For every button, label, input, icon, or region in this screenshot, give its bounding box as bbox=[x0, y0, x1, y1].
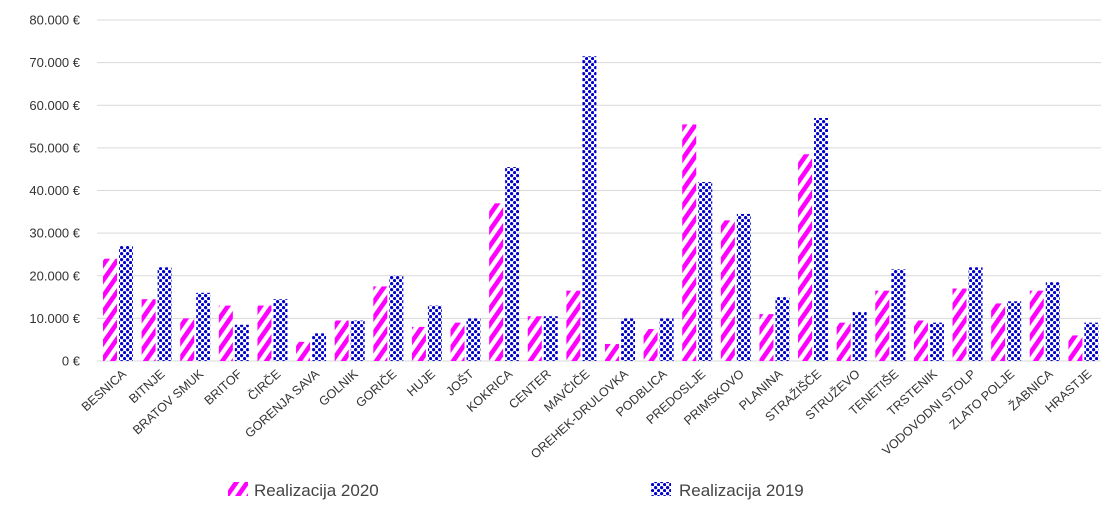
y-tick-label: 10.000 € bbox=[29, 311, 80, 326]
bar bbox=[566, 290, 581, 361]
bar bbox=[196, 292, 211, 361]
bar bbox=[798, 154, 813, 361]
y-tick-label: 70.000 € bbox=[29, 55, 80, 70]
bar bbox=[1029, 290, 1044, 361]
y-tick-label: 60.000 € bbox=[29, 98, 80, 113]
bar bbox=[312, 333, 327, 361]
x-tick-label: JOŠT bbox=[443, 366, 477, 399]
bar bbox=[450, 322, 465, 361]
bar bbox=[180, 318, 195, 361]
y-tick-label: 30.000 € bbox=[29, 226, 80, 241]
bar bbox=[875, 290, 890, 361]
legend: Realizacija 2020 Realizacija 2019 bbox=[228, 481, 804, 500]
bar bbox=[643, 329, 658, 361]
bar bbox=[141, 299, 156, 361]
y-tick-label: 40.000 € bbox=[29, 183, 80, 198]
bar bbox=[913, 320, 928, 361]
bar bbox=[489, 203, 504, 361]
bar bbox=[682, 124, 697, 362]
bar bbox=[852, 311, 867, 361]
bar bbox=[720, 220, 735, 361]
bar bbox=[389, 275, 404, 361]
bar bbox=[1045, 282, 1060, 361]
bar bbox=[759, 314, 774, 361]
bar bbox=[1068, 335, 1083, 361]
bar bbox=[952, 288, 967, 361]
bar bbox=[836, 322, 851, 361]
bar bbox=[1007, 301, 1022, 361]
x-tick-label: BRATOV SMUK bbox=[130, 366, 207, 437]
bar bbox=[157, 267, 172, 361]
bar bbox=[1084, 322, 1099, 361]
bar bbox=[373, 286, 388, 361]
bar bbox=[929, 322, 944, 361]
bar bbox=[218, 305, 233, 361]
bar bbox=[543, 316, 558, 361]
legend-label: Realizacija 2020 bbox=[254, 481, 379, 500]
bar bbox=[659, 318, 674, 361]
bar bbox=[427, 305, 442, 361]
bar bbox=[234, 324, 249, 361]
gridlines bbox=[97, 19, 1101, 362]
bar bbox=[991, 303, 1006, 361]
legend-label: Realizacija 2019 bbox=[679, 481, 804, 500]
x-tick-label: BESNICA bbox=[79, 366, 130, 414]
bar bbox=[605, 343, 619, 361]
bar bbox=[119, 245, 133, 361]
legend-item: Realizacija 2020 bbox=[228, 481, 379, 500]
y-tick-label: 50.000 € bbox=[29, 140, 80, 155]
bar bbox=[411, 326, 426, 361]
x-tick-label: BRITOF bbox=[202, 367, 246, 408]
legend-swatch bbox=[651, 482, 671, 496]
bar bbox=[273, 299, 288, 361]
bar bbox=[698, 181, 713, 361]
legend-swatch bbox=[228, 482, 248, 496]
bar bbox=[814, 118, 829, 361]
y-tick-label: 20.000 € bbox=[29, 268, 80, 283]
bar bbox=[582, 56, 597, 361]
bar bbox=[257, 305, 272, 361]
bar bbox=[334, 320, 349, 361]
bar bbox=[296, 341, 311, 361]
x-tick-label: GORIČE bbox=[353, 366, 400, 410]
bar bbox=[736, 213, 751, 361]
y-tick-label: 80.000 € bbox=[29, 13, 80, 28]
bar bbox=[621, 318, 635, 361]
bar bbox=[466, 318, 481, 361]
bar bbox=[103, 258, 117, 361]
bars bbox=[103, 56, 1099, 362]
legend-item: Realizacija 2019 bbox=[651, 481, 804, 500]
y-tick-label: 0 € bbox=[62, 354, 81, 369]
bar bbox=[775, 297, 790, 361]
bar bbox=[505, 167, 520, 361]
bar bbox=[968, 267, 983, 361]
x-tick-label: HUJE bbox=[404, 367, 438, 399]
bar bbox=[350, 320, 365, 361]
y-axis-ticks: 0 € 10.000 € 20.000 € 30.000 € 40.000 € 50.00… bbox=[29, 13, 80, 369]
bar bbox=[527, 316, 542, 361]
bar bbox=[891, 269, 906, 361]
